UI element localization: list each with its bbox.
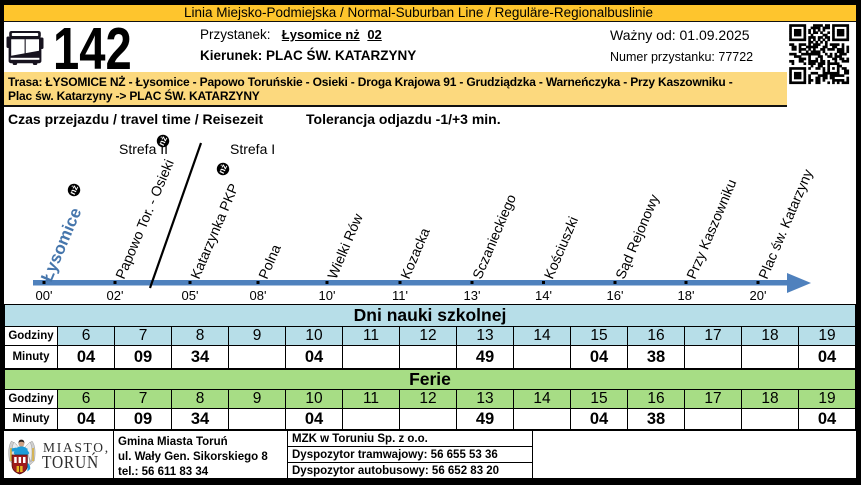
- svg-text:16': 16': [607, 288, 624, 303]
- svg-text:20': 20': [750, 288, 767, 303]
- svg-text:Strefa I: Strefa I: [230, 141, 275, 157]
- svg-text:Wielki Rów: Wielki Rów: [324, 210, 366, 281]
- svg-text:nż: nż: [216, 162, 229, 175]
- svg-text:Sąd Rejonowy: Sąd Rejonowy: [612, 192, 662, 281]
- svg-text:08': 08': [250, 288, 267, 303]
- svg-text:00': 00': [36, 288, 53, 303]
- svg-text:Kozacka: Kozacka: [397, 225, 433, 281]
- svg-text:14': 14': [535, 288, 552, 303]
- svg-text:Papowo Tor. - Osieki: Papowo Tor. - Osieki: [112, 157, 177, 281]
- svg-text:Strefa II: Strefa II: [119, 141, 168, 157]
- svg-text:Przy Kaszowniku: Przy Kaszowniku: [683, 177, 739, 281]
- svg-text:Łysomice: Łysomice: [37, 205, 85, 285]
- svg-text:05': 05': [182, 288, 199, 303]
- svg-text:nż: nż: [67, 183, 80, 196]
- svg-text:18': 18': [678, 288, 695, 303]
- svg-text:11': 11': [392, 288, 408, 303]
- svg-text:10': 10': [319, 288, 336, 303]
- svg-text:02': 02': [107, 288, 124, 303]
- svg-text:Sczanieckiego: Sczanieckiego: [469, 192, 519, 282]
- svg-text:nż: nż: [156, 134, 169, 147]
- svg-text:Katarzynka PKP: Katarzynka PKP: [187, 181, 242, 281]
- svg-text:Plac św. Katarzyny: Plac św. Katarzyny: [755, 167, 816, 281]
- svg-text:13': 13': [464, 288, 481, 303]
- svg-text:Kościuszki: Kościuszki: [541, 214, 582, 281]
- svg-text:Polna: Polna: [255, 242, 284, 281]
